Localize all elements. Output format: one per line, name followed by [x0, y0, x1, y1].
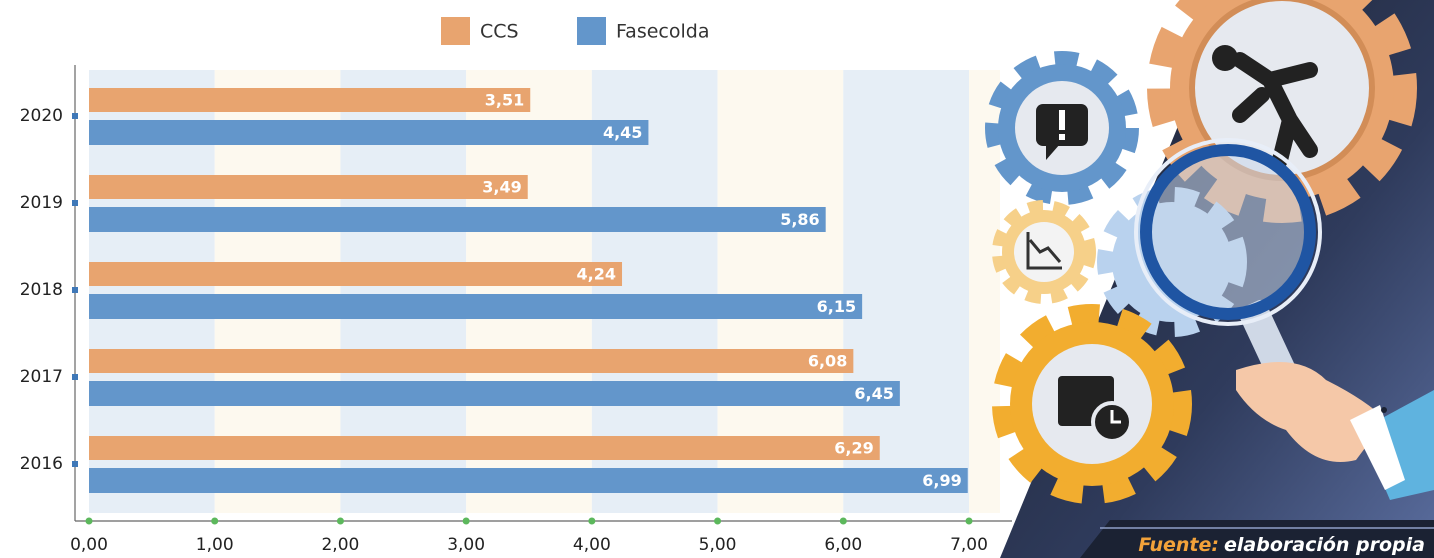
y-tick [72, 287, 78, 293]
gear-alert [985, 51, 1139, 205]
source-label: Fuente: [1138, 534, 1219, 556]
bar [89, 468, 968, 493]
legend-label: CCS [480, 21, 519, 43]
x-tick [714, 517, 722, 525]
bar [89, 436, 880, 460]
value-label: 3,49 [482, 178, 521, 197]
value-label: 6,08 [808, 352, 847, 371]
y-tick-label: 2016 [20, 454, 63, 474]
source-band [1080, 520, 1434, 558]
hand [1236, 362, 1434, 500]
bar [89, 120, 649, 145]
y-tick [72, 461, 78, 467]
bar [89, 207, 826, 232]
bar [89, 175, 528, 199]
x-tick-label: 3,00 [447, 535, 485, 555]
legend-swatch [441, 17, 470, 45]
x-tick-label: 1,00 [196, 535, 234, 555]
x-tick-label: 2,00 [321, 535, 359, 555]
bar [89, 262, 623, 286]
value-label: 3,51 [485, 91, 524, 110]
y-tick-label: 2018 [20, 280, 63, 300]
x-tick-label: 5,00 [699, 535, 737, 555]
x-tick [85, 517, 93, 525]
y-tick [72, 374, 78, 380]
x-tick [211, 517, 219, 525]
legend-swatch [577, 17, 606, 45]
x-tick [588, 517, 596, 525]
plot: 0,00 1,00 2,00 3,00 4,00 5,00 6,00 7,00 2020 3,51… [20, 17, 1012, 555]
bar [89, 381, 900, 406]
value-label: 5,86 [780, 210, 819, 229]
x-tick [839, 517, 847, 525]
y-tick-label: 2019 [20, 193, 63, 213]
x-tick [462, 517, 470, 525]
x-tick-label: 4,00 [573, 535, 611, 555]
y-tick-label: 2020 [20, 106, 63, 126]
y-tick-label: 2017 [20, 367, 63, 387]
y-tick [72, 200, 78, 206]
bar [89, 294, 863, 319]
x-tick [336, 517, 344, 525]
source: Fuente: elaboración propia [1138, 534, 1425, 556]
illustration [985, 0, 1434, 558]
legend-label: Fasecolda [616, 21, 709, 43]
value-label: 6,45 [854, 384, 893, 403]
bar [89, 349, 854, 373]
x-tick-label: 0,00 [70, 535, 108, 555]
source-text: elaboración propia [1224, 534, 1425, 556]
value-label: 4,45 [603, 123, 642, 142]
magnifier [1134, 138, 1322, 391]
value-label: 6,15 [817, 297, 856, 316]
gear-calendar [992, 304, 1192, 504]
value-label: 6,29 [834, 439, 873, 458]
x-tick [965, 517, 973, 525]
bar [89, 88, 531, 112]
x-tick-label: 7,00 [950, 535, 988, 555]
y-tick [72, 113, 78, 119]
value-label: 4,24 [577, 265, 616, 284]
x-tick-label: 6,00 [824, 535, 862, 555]
value-label: 6,99 [922, 471, 961, 490]
gear-small [992, 200, 1096, 304]
